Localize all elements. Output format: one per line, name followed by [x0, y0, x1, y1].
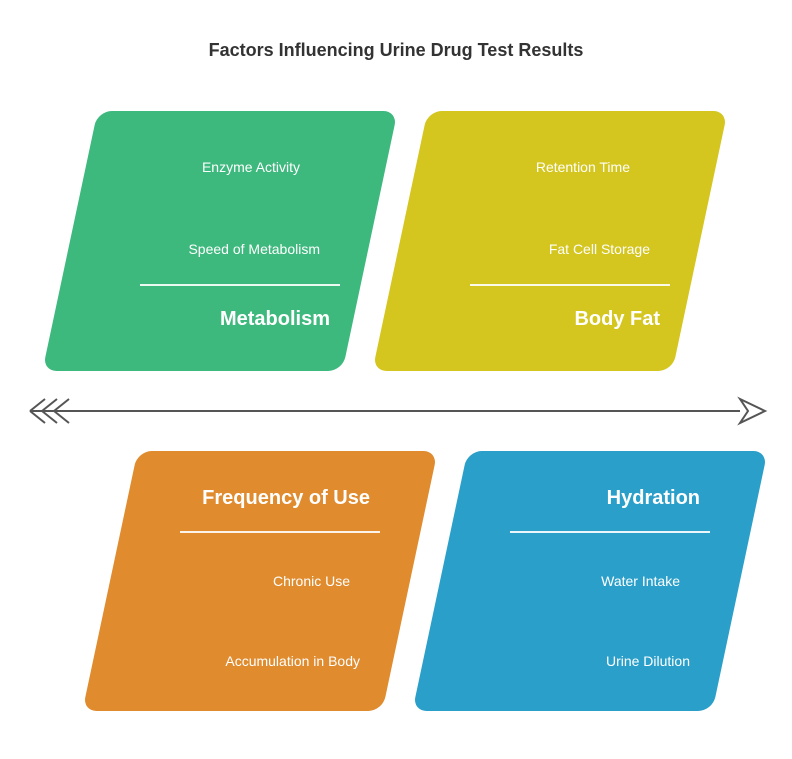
- frequency-title: Frequency of Use: [202, 487, 370, 510]
- hydration-item-2: Urine Dilution: [606, 653, 690, 669]
- center-arrow: [20, 391, 770, 431]
- hydration-divider: [510, 531, 710, 533]
- frequency-item-1: Chronic Use: [273, 573, 350, 589]
- hydration-item-1: Water Intake: [601, 573, 680, 589]
- metabolism-item-1: Enzyme Activity: [202, 159, 300, 175]
- card-hydration: Hydration Water Intake Urine Dilution: [412, 451, 767, 711]
- metabolism-title: Metabolism: [220, 308, 330, 331]
- card-body-fat: Retention Time Fat Cell Storage Body Fat: [372, 111, 727, 371]
- bodyfat-item-2: Fat Cell Storage: [549, 241, 650, 257]
- bodyfat-title: Body Fat: [574, 308, 660, 331]
- frequency-divider: [180, 531, 380, 533]
- metabolism-divider: [140, 284, 340, 286]
- frequency-item-2: Accumulation in Body: [225, 653, 360, 669]
- card-metabolism: Enzyme Activity Speed of Metabolism Meta…: [42, 111, 397, 371]
- diagram-title: Factors Influencing Urine Drug Test Resu…: [0, 0, 792, 61]
- hydration-title: Hydration: [607, 487, 700, 510]
- card-frequency: Frequency of Use Chronic Use Accumulatio…: [82, 451, 437, 711]
- fishbone-diagram: Enzyme Activity Speed of Metabolism Meta…: [0, 61, 792, 741]
- bodyfat-item-1: Retention Time: [536, 159, 630, 175]
- metabolism-item-2: Speed of Metabolism: [188, 241, 320, 257]
- bodyfat-divider: [470, 284, 670, 286]
